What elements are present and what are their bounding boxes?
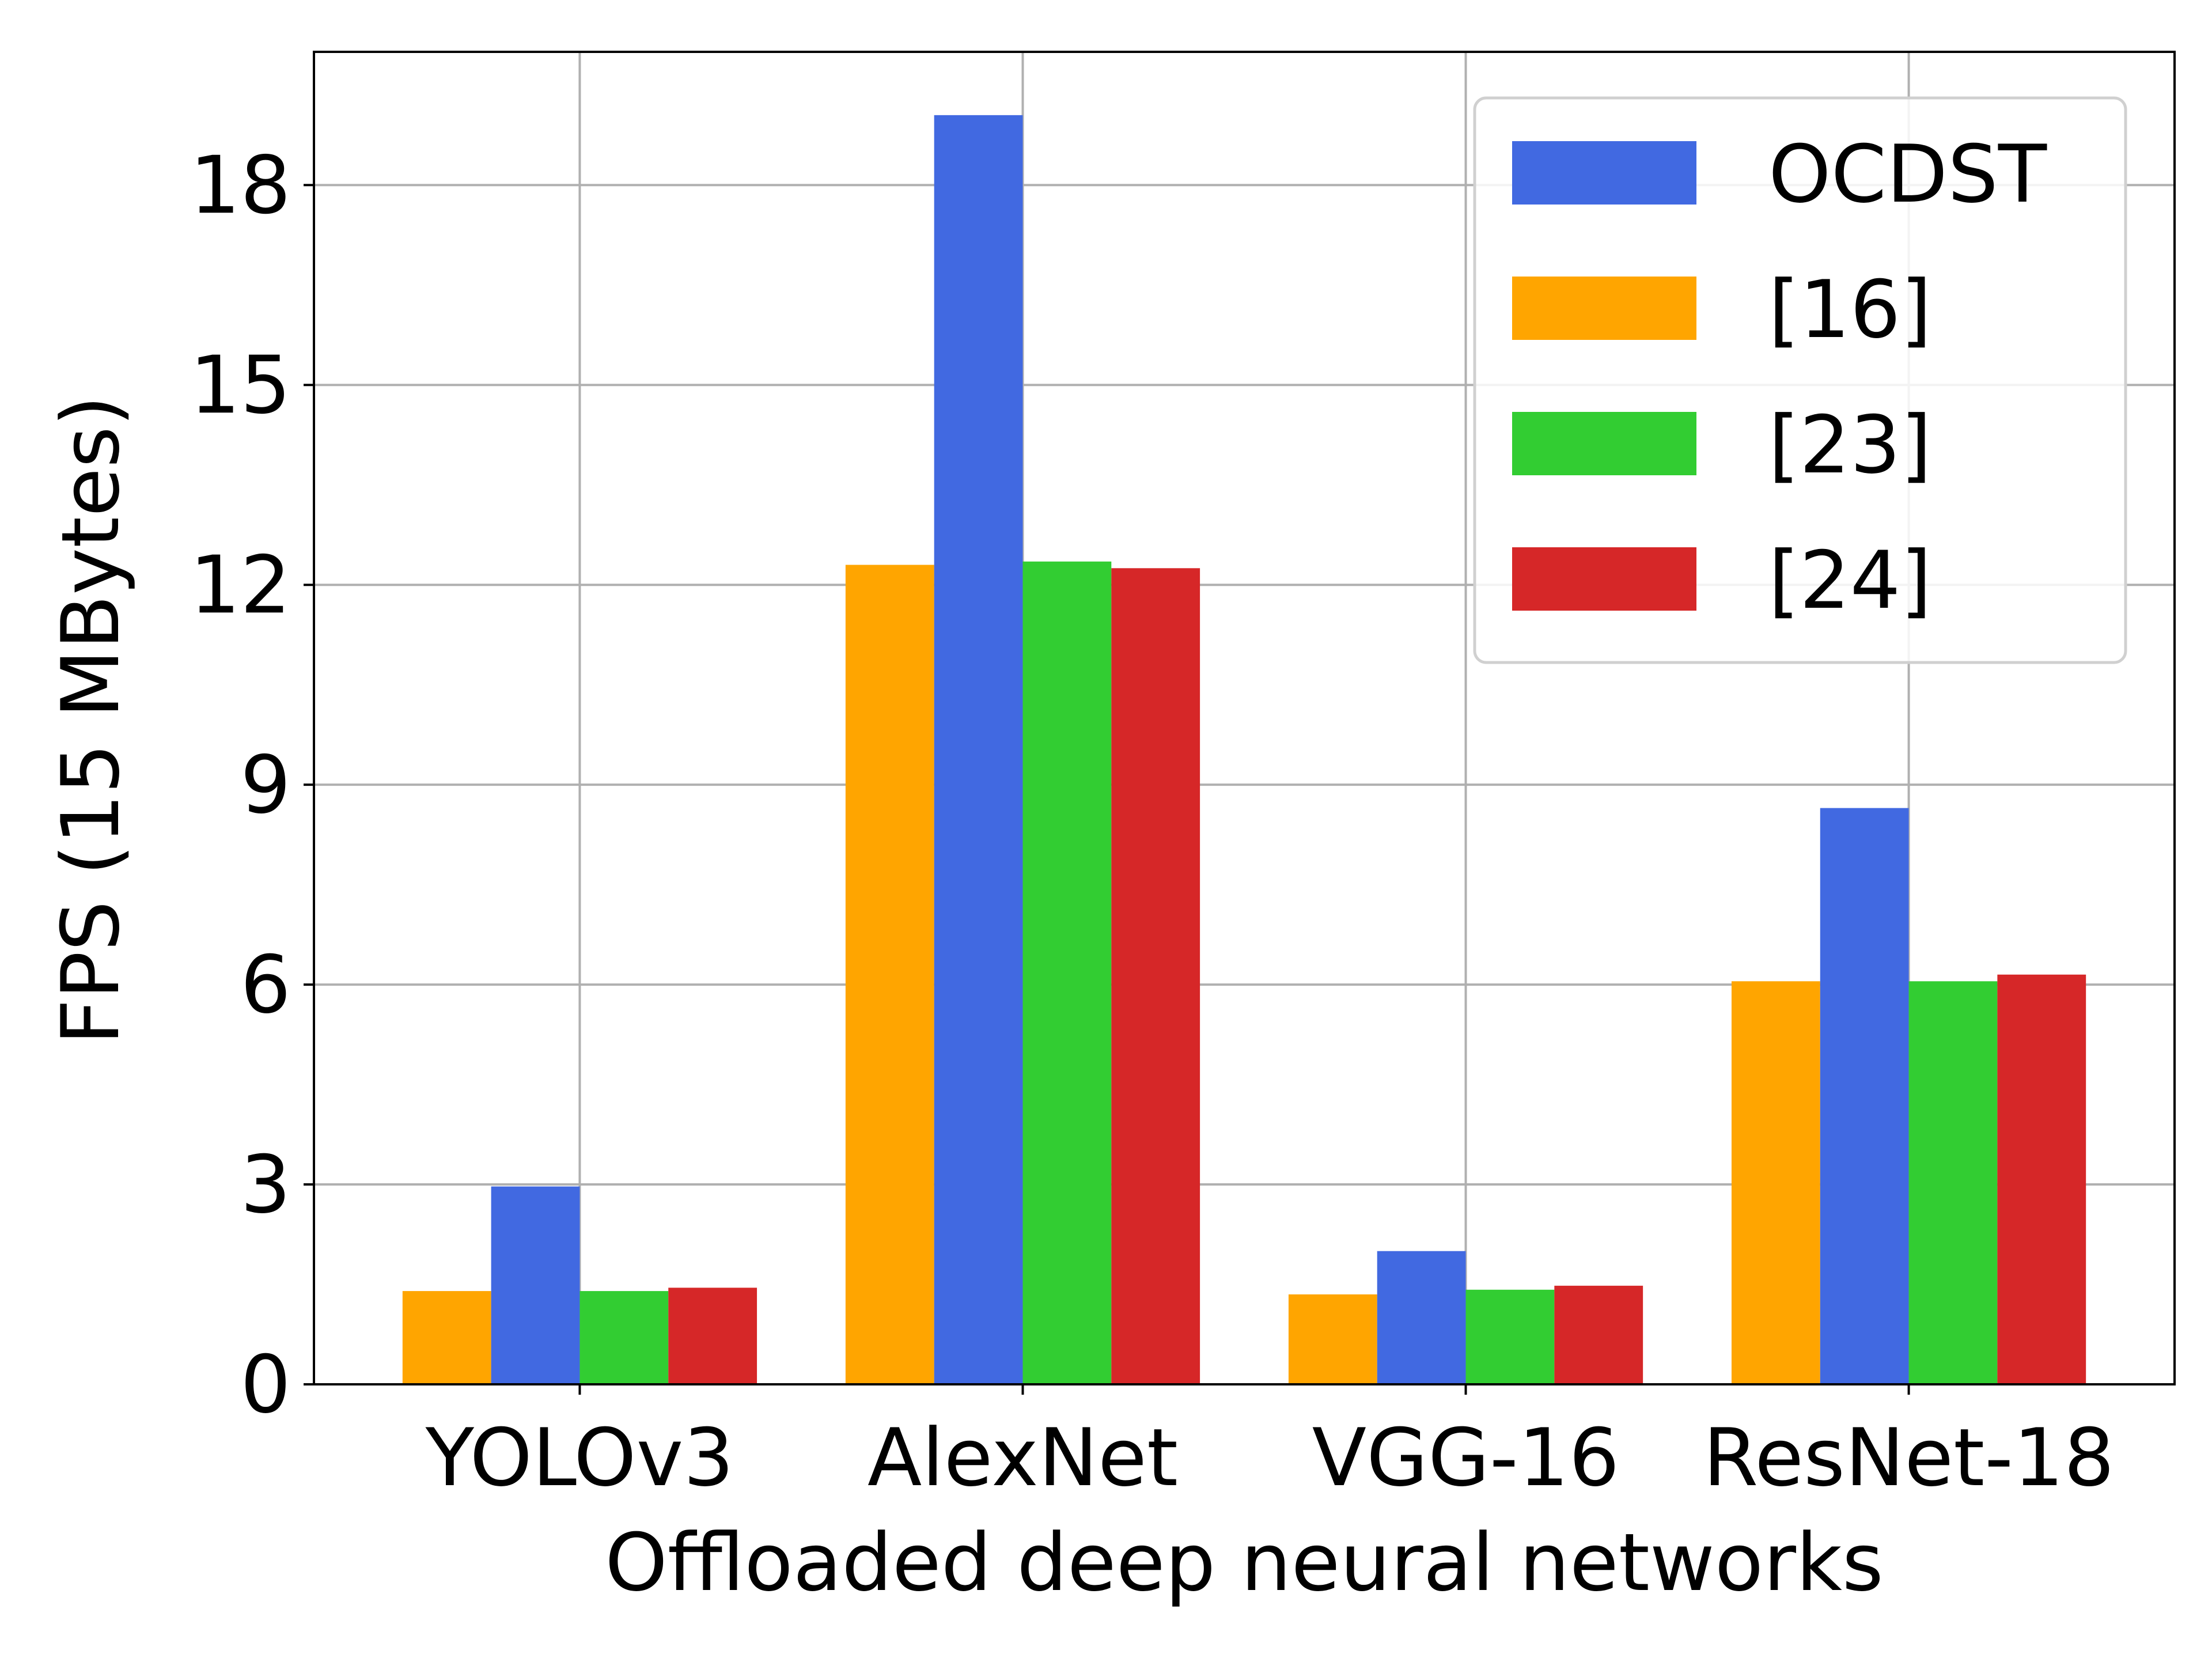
bar-yolov3-series-3 xyxy=(668,1288,757,1384)
bar-yolov3-series-2 xyxy=(579,1291,669,1384)
bar-vgg-16-series-0 xyxy=(1288,1294,1377,1384)
y-tick-label: 18 xyxy=(190,139,291,232)
legend-swatch xyxy=(1512,547,1696,611)
bars xyxy=(402,115,2086,1385)
legend-label: [23] xyxy=(1768,399,1931,491)
y-tick-label: 15 xyxy=(190,339,291,431)
legend-label: [16] xyxy=(1768,263,1931,356)
legend-box xyxy=(1473,96,2127,664)
legend-swatch xyxy=(1512,141,1696,205)
legend-label: OCDST xyxy=(1768,128,2047,221)
x-tick-label: ResNet-18 xyxy=(1703,1411,2115,1504)
bar-vgg-16-series-2 xyxy=(1465,1289,1555,1384)
plot-frame xyxy=(313,51,2176,1385)
bar-resnet-18-series-3 xyxy=(1997,974,2086,1384)
legend-swatch xyxy=(1512,277,1696,340)
x-tick-label: VGG-16 xyxy=(1312,1411,1620,1504)
bar-yolov3-series-1 xyxy=(491,1186,580,1384)
x-tick-label: AlexNet xyxy=(868,1411,1178,1504)
legend-label: [24] xyxy=(1768,534,1931,627)
legend-swatch xyxy=(1512,412,1696,475)
y-tick-label: 6 xyxy=(240,938,291,1031)
x-axis-ticks: YOLOv3 AlexNet VGG-16 ResNet-18 xyxy=(425,1384,2115,1504)
bar-resnet-18-series-0 xyxy=(1731,981,1820,1384)
x-tick-label: YOLOv3 xyxy=(425,1411,734,1504)
y-tick-label: 9 xyxy=(240,739,291,831)
bar-alexnet-series-1 xyxy=(934,115,1023,1385)
y-tick-label: 12 xyxy=(190,539,291,631)
bar-alexnet-series-0 xyxy=(845,565,934,1384)
y-tick-label: 0 xyxy=(240,1338,291,1431)
bar-yolov3-series-0 xyxy=(402,1291,491,1384)
bar-vgg-16-series-1 xyxy=(1377,1251,1466,1384)
bar-alexnet-series-3 xyxy=(1111,568,1200,1384)
bar-vgg-16-series-3 xyxy=(1554,1285,1643,1384)
bar-resnet-18-series-1 xyxy=(1820,808,1909,1384)
y-axis-ticks: 0 3 6 9 12 15 18 xyxy=(190,139,314,1431)
y-axis-label: FPS (15 MBytes) xyxy=(44,395,137,1045)
bar-resnet-18-series-2 xyxy=(1908,981,1998,1384)
bar-alexnet-series-2 xyxy=(1022,561,1112,1385)
x-axis-label: Offloaded deep neural networks xyxy=(605,1516,1884,1609)
legend: OCDST [16] [23] [24] xyxy=(1473,96,2127,664)
y-tick-label: 3 xyxy=(240,1138,291,1231)
